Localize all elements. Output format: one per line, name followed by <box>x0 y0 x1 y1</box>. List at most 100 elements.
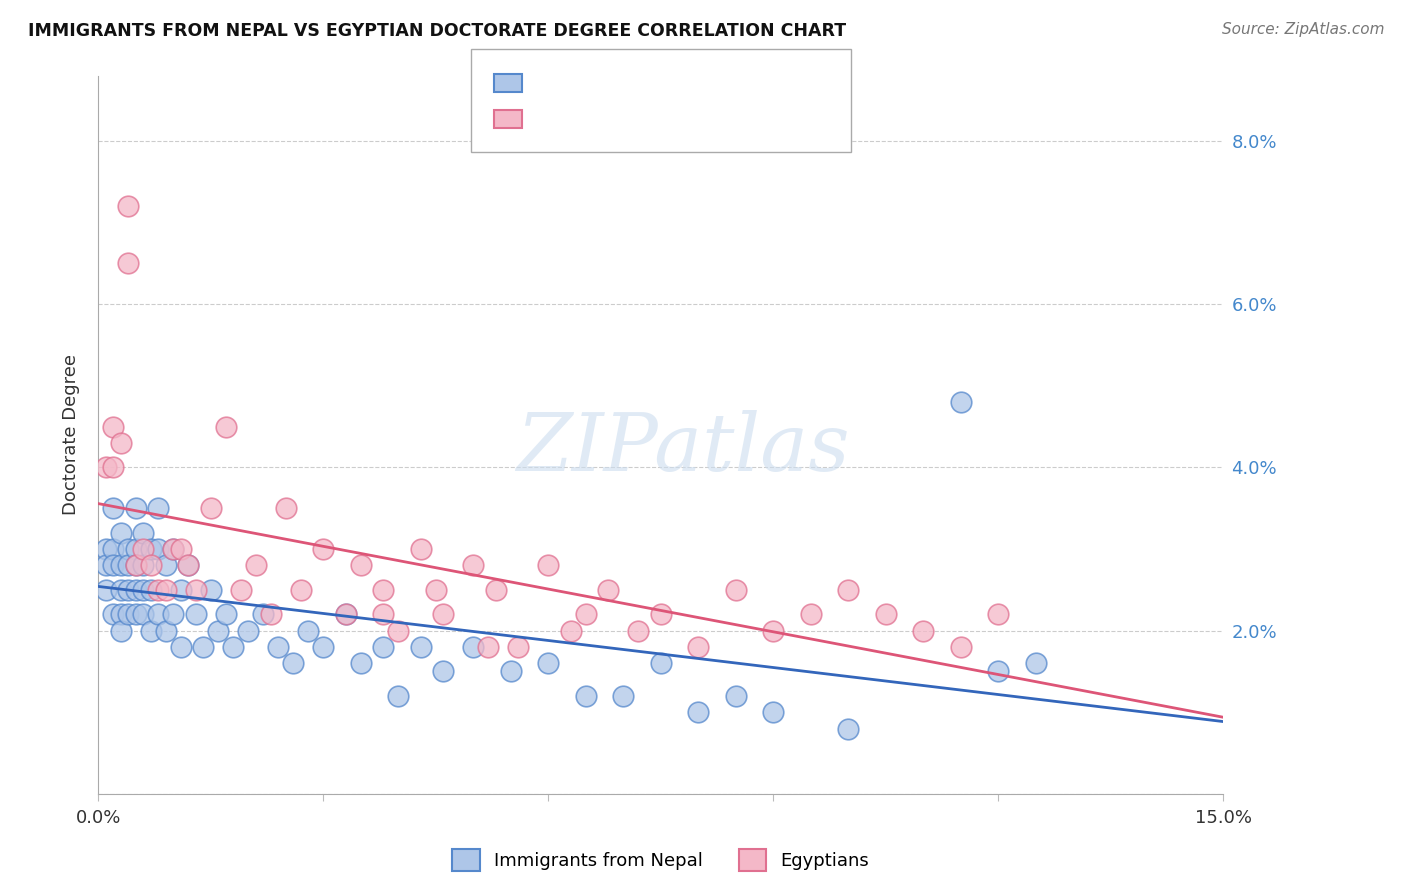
Point <box>170 640 193 654</box>
Point <box>103 419 125 434</box>
Point <box>409 640 432 654</box>
Point <box>463 640 485 654</box>
Point <box>245 558 267 573</box>
Point <box>170 542 193 557</box>
Point <box>229 582 252 597</box>
Point <box>373 607 395 622</box>
Point <box>238 624 260 638</box>
Point <box>215 607 238 622</box>
Point <box>103 607 125 622</box>
Point <box>335 607 357 622</box>
Point <box>139 624 162 638</box>
Point <box>155 624 177 638</box>
Point <box>148 542 170 557</box>
Point <box>110 607 132 622</box>
Point <box>283 657 305 671</box>
Point <box>409 542 432 557</box>
Y-axis label: Doctorate Degree: Doctorate Degree <box>62 354 80 516</box>
Point <box>222 640 245 654</box>
Point <box>215 419 238 434</box>
Point <box>875 607 897 622</box>
Point <box>499 665 522 679</box>
Point <box>117 542 139 557</box>
Point <box>987 607 1010 622</box>
Point <box>117 558 139 573</box>
Point <box>177 558 200 573</box>
Point <box>537 558 560 573</box>
Point <box>688 706 710 720</box>
Point <box>312 640 335 654</box>
Point <box>170 582 193 597</box>
Point <box>688 640 710 654</box>
Legend: Immigrants from Nepal, Egyptians: Immigrants from Nepal, Egyptians <box>446 842 876 879</box>
Point <box>252 607 274 622</box>
Point <box>125 607 148 622</box>
Point <box>103 542 125 557</box>
Point <box>612 689 634 703</box>
Point <box>117 582 139 597</box>
Point <box>432 607 454 622</box>
Point <box>148 582 170 597</box>
Point <box>598 582 620 597</box>
Text: ZIPatlas: ZIPatlas <box>516 410 851 488</box>
Text: N = 50: N = 50 <box>665 110 731 128</box>
Text: Source: ZipAtlas.com: Source: ZipAtlas.com <box>1222 22 1385 37</box>
Text: R =  −0.161: R = −0.161 <box>531 74 647 92</box>
Point <box>94 542 117 557</box>
Point <box>139 582 162 597</box>
Point <box>193 640 215 654</box>
Text: N = 69: N = 69 <box>665 74 731 92</box>
Point <box>125 501 148 516</box>
Point <box>485 582 508 597</box>
Point <box>103 501 125 516</box>
Point <box>94 582 117 597</box>
Point <box>373 582 395 597</box>
Point <box>575 607 598 622</box>
Point <box>184 582 207 597</box>
Point <box>350 558 373 573</box>
Point <box>184 607 207 622</box>
Point <box>627 624 650 638</box>
Point <box>132 558 155 573</box>
Point <box>537 657 560 671</box>
Point <box>575 689 598 703</box>
Point <box>125 558 148 573</box>
Point <box>162 607 184 622</box>
Point <box>110 558 132 573</box>
Point <box>335 607 357 622</box>
Point <box>949 395 972 409</box>
Point <box>260 607 283 622</box>
Point <box>350 657 373 671</box>
Point <box>987 665 1010 679</box>
Point <box>132 607 155 622</box>
Point <box>297 624 319 638</box>
Point <box>94 558 117 573</box>
Point <box>912 624 935 638</box>
Point <box>177 558 200 573</box>
Point <box>117 256 139 270</box>
Point <box>724 582 747 597</box>
Point <box>132 582 155 597</box>
Point <box>155 582 177 597</box>
Point <box>477 640 499 654</box>
Point <box>290 582 312 597</box>
Point <box>110 436 132 450</box>
Point <box>425 582 447 597</box>
Point <box>724 689 747 703</box>
Point <box>650 607 672 622</box>
Point <box>800 607 823 622</box>
Point <box>650 657 672 671</box>
Point <box>949 640 972 654</box>
Point <box>267 640 290 654</box>
Point <box>132 542 155 557</box>
Point <box>94 460 117 475</box>
Point <box>463 558 485 573</box>
Point <box>125 542 148 557</box>
Point <box>132 525 155 540</box>
Point <box>103 558 125 573</box>
Point <box>162 542 184 557</box>
Point <box>139 558 162 573</box>
Point <box>117 607 139 622</box>
Point <box>162 542 184 557</box>
Point <box>110 525 132 540</box>
